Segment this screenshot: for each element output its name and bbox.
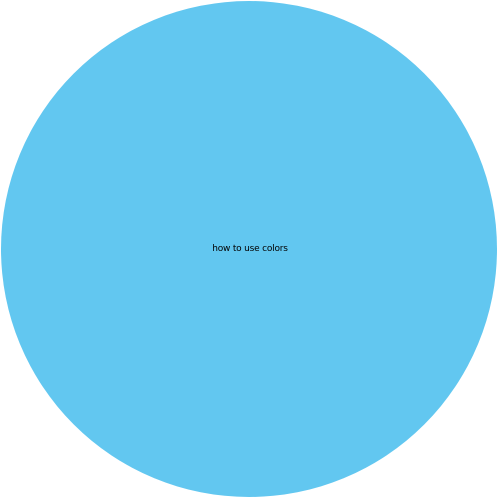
circle-label: how to use colors (212, 244, 288, 254)
